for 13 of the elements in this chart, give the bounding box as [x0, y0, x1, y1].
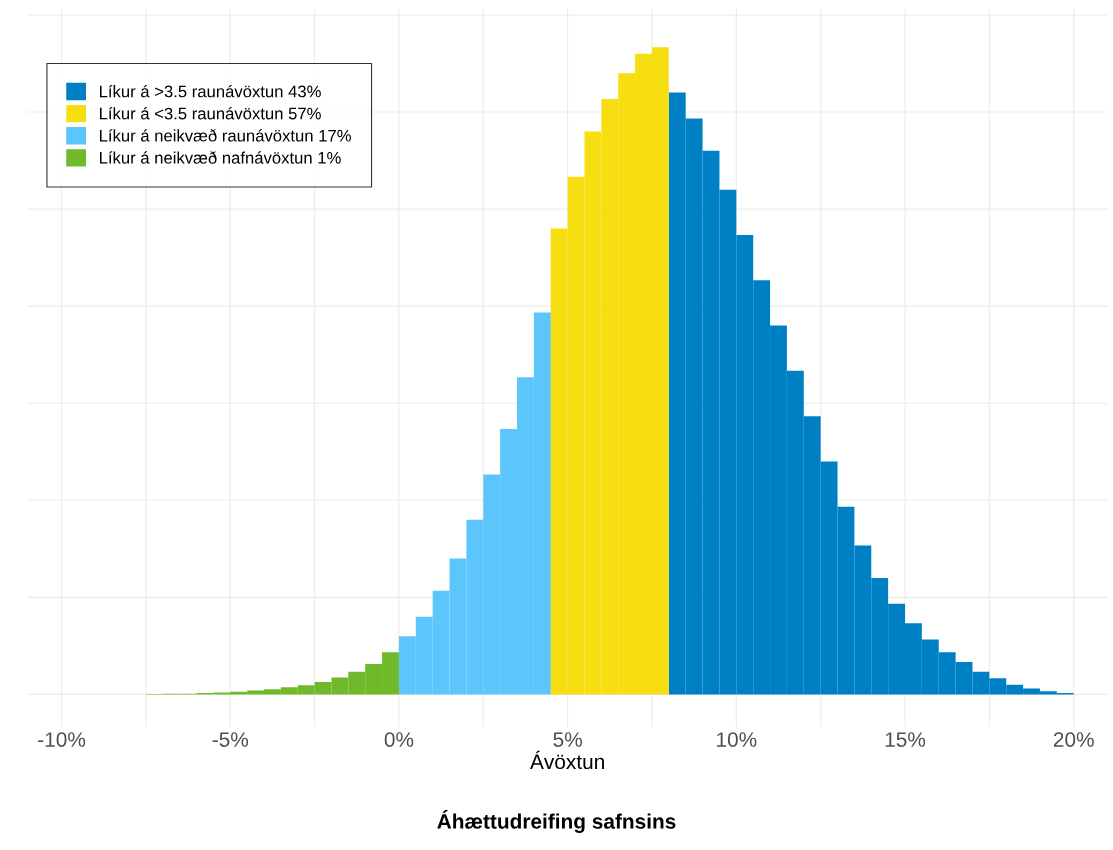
legend-label: Líkur á >3.5 raunávöxtun 43% — [99, 84, 321, 98]
x-tick-label: 20% — [1053, 732, 1094, 747]
x-tick-label: 5% — [553, 732, 582, 747]
x-tick-label: 0% — [384, 732, 414, 747]
x-tick-label: 15% — [885, 732, 926, 747]
legend-label: Líkur á neikvæð nafnávöxtun 1% — [99, 151, 341, 164]
legend-label: Líkur á <3.5 raunávöxtun 57% — [99, 107, 321, 120]
x-axis-title: Ávöxtun — [530, 750, 604, 770]
x-tick-label: -5% — [212, 732, 249, 747]
x-tick-label: -10% — [38, 732, 86, 747]
x-tick-label: 10% — [717, 732, 757, 747]
legend-label: Líkur á neikvæð raunávöxtun 17% — [99, 129, 351, 142]
text: Áhættudreifing safnsins — [437, 810, 676, 833]
